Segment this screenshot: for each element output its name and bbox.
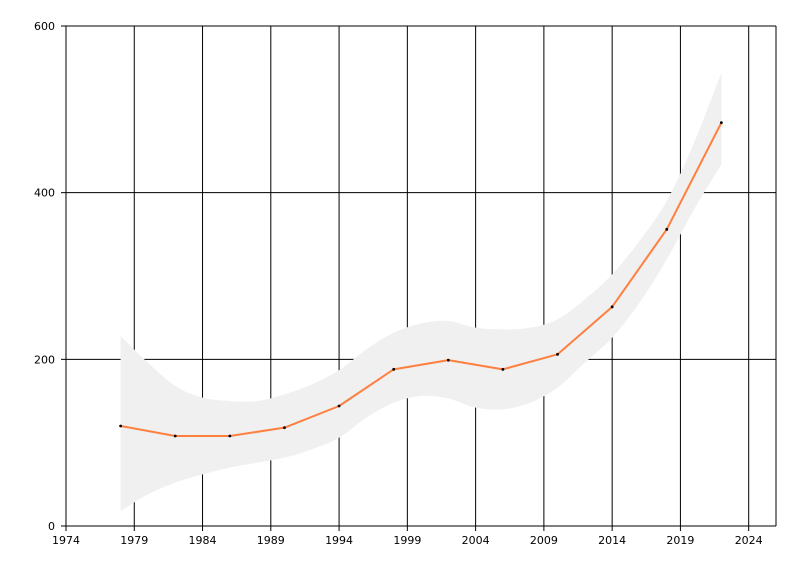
- axes: 1974 1979 1984 1989 1994 1999 2004 2009 2014 2019…: [34, 20, 776, 547]
- data-point: [228, 434, 232, 438]
- data-point: [556, 352, 559, 356]
- data-points: [119, 121, 723, 438]
- data-point: [610, 305, 614, 309]
- data-point: [119, 424, 123, 428]
- x-tick-label: 1984: [189, 534, 217, 547]
- x-tick-label: 1999: [393, 534, 421, 547]
- confidence-band-area: [120, 72, 722, 512]
- x-tick-label: 1989: [257, 534, 285, 547]
- x-tick-label: 1994: [325, 534, 353, 547]
- x-tick-label: 2024: [735, 534, 763, 547]
- x-tick-label: 1974: [52, 534, 80, 547]
- x-tick-label: 2014: [598, 534, 626, 547]
- y-tick-label: 600: [34, 20, 55, 33]
- series-line: [120, 122, 723, 437]
- data-point: [446, 358, 450, 362]
- x-tick-label: 2004: [462, 534, 490, 547]
- y-tick-label: 0: [48, 520, 55, 533]
- grid: [66, 25, 777, 526]
- data-point: [283, 426, 286, 430]
- x-tick-label: 2019: [666, 534, 694, 547]
- confidence-band: [120, 72, 722, 512]
- y-tick-label: 200: [34, 353, 55, 366]
- y-tick-label: 400: [34, 187, 55, 200]
- data-point: [337, 404, 341, 408]
- series: [120, 122, 723, 437]
- x-tick-label: 2009: [530, 534, 558, 547]
- data-point: [665, 227, 669, 231]
- x-tick-label: 1979: [120, 534, 148, 547]
- data-point: [501, 367, 505, 371]
- data-point: [173, 434, 177, 438]
- data-point: [719, 121, 723, 125]
- data-point: [392, 367, 396, 371]
